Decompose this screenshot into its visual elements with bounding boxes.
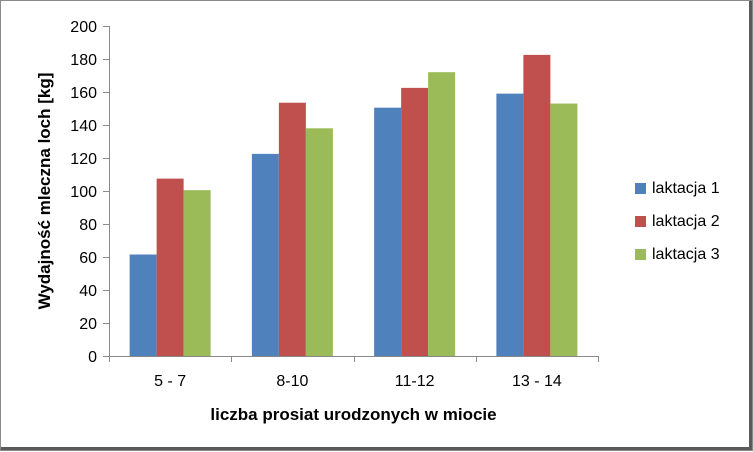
y-tick-label: 120: [70, 151, 97, 168]
x-tick-label: 11-12: [395, 373, 435, 390]
legend-label: laktacja 3: [652, 246, 720, 263]
bar-laktacja-1-0: [129, 254, 157, 356]
y-tick-label: 60: [79, 250, 97, 267]
legend-label: laktacja 2: [652, 213, 720, 230]
bar-laktacja-2-1: [278, 102, 306, 356]
y-tick-label: 20: [79, 316, 97, 333]
bar-laktacja-1-3: [496, 93, 524, 357]
bar-laktacja-3-2: [428, 72, 456, 356]
y-tick-label: 140: [70, 118, 97, 135]
y-tick-label: 0: [88, 349, 97, 366]
y-tick-label: 80: [79, 217, 97, 234]
legend: laktacja 1 laktacja 2 laktacja 3: [635, 180, 720, 263]
y-tick-label: 180: [70, 52, 97, 69]
bar-laktacja-3-1: [305, 128, 333, 356]
x-axis-title: liczba prosiat urodzonych w miocie: [210, 405, 496, 424]
y-tick-label: 40: [79, 283, 97, 300]
bars: [129, 54, 578, 357]
bar-laktacja-2-3: [523, 54, 551, 356]
legend-swatch: [635, 249, 646, 260]
y-tick-label: 100: [70, 184, 97, 201]
bar-laktacja-2-2: [401, 87, 429, 356]
legend-swatch: [635, 216, 646, 227]
y-tick-label: 200: [70, 19, 97, 36]
y-axis-title: Wydajność mleczna loch [kg]: [35, 73, 54, 310]
bar-laktacja-3-3: [550, 103, 578, 356]
legend-label: laktacja 1: [652, 180, 720, 197]
x-axis-ticks: 5 - 7 8-10 11-12 13 - 14: [109, 356, 599, 390]
bar-laktacja-1-1: [251, 153, 279, 356]
bar-laktacja-2-0: [156, 178, 184, 356]
x-tick-label: 8-10: [276, 373, 308, 390]
x-tick-label: 5 - 7: [154, 373, 186, 390]
bar-laktacja-3-0: [183, 190, 211, 356]
y-tick-label: 160: [70, 85, 97, 102]
legend-swatch: [635, 183, 646, 194]
y-axis-ticks: 0 20 40 60 80 100 120 140 160 180 200: [70, 19, 109, 366]
bar-laktacja-1-2: [374, 107, 402, 356]
x-tick-label: 13 - 14: [512, 373, 562, 390]
